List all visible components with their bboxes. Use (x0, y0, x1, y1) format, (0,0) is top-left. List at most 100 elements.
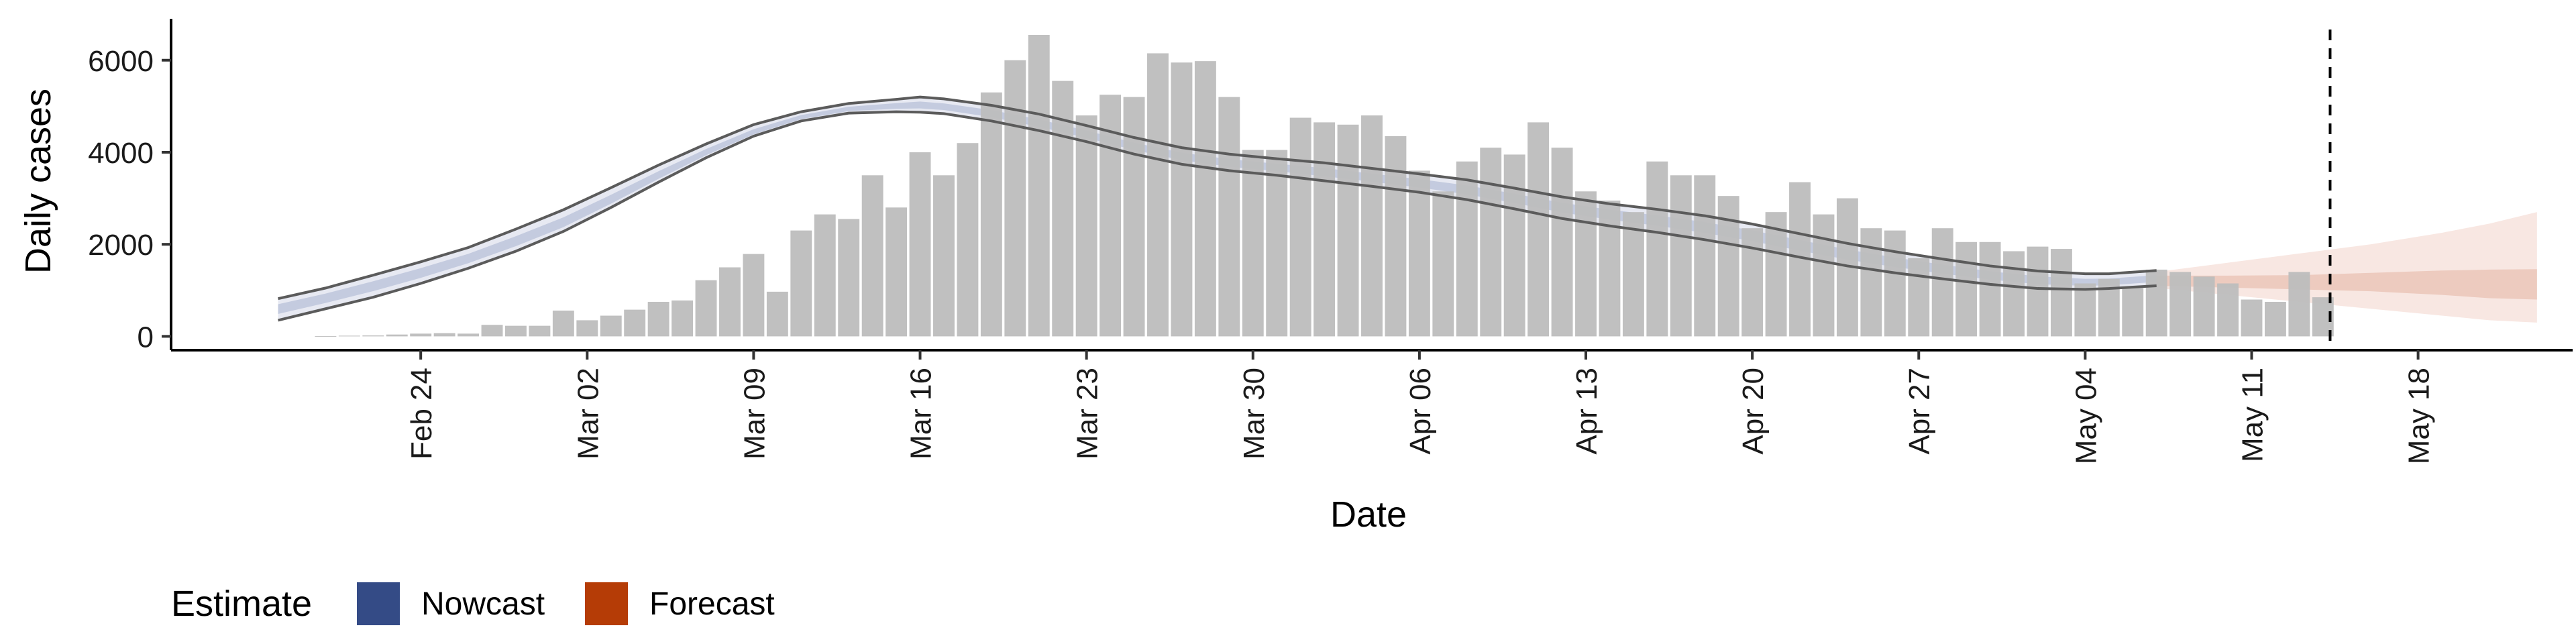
bar (1361, 115, 1383, 337)
bar (576, 320, 598, 337)
bar (743, 254, 765, 337)
bar (1313, 122, 1336, 337)
bar (814, 214, 836, 337)
bar (1075, 115, 1097, 337)
bar (1099, 95, 1122, 337)
bar (1622, 212, 1644, 337)
bar (980, 92, 1002, 337)
bars (315, 35, 2334, 337)
bar (2027, 246, 2049, 337)
bar (1527, 122, 1550, 337)
bar (1052, 80, 1074, 337)
x-ticks: Feb 24 Mar 02 Mar 09 Mar 16 Mar 23 Mar 30 Apr … (405, 350, 2436, 464)
legend: Estimate Nowcast Forecast (171, 582, 775, 625)
bar (1884, 230, 1906, 337)
x-tick-label: May 04 (2070, 368, 2102, 464)
bar (362, 335, 384, 337)
estimate-bands (278, 97, 2537, 323)
bar (719, 267, 741, 337)
bar (1028, 35, 1050, 337)
x-tick-label: May 11 (2236, 368, 2269, 462)
legend-label-nowcast: Nowcast (421, 586, 545, 622)
bar (624, 309, 646, 337)
bar (1931, 228, 1953, 337)
bar (2264, 301, 2286, 337)
bar (838, 219, 860, 337)
nowcast-upper-line (278, 95, 2157, 301)
y-ticks: 0 2000 4000 6000 (88, 45, 171, 354)
x-tick-label: Mar 30 (1238, 368, 1271, 460)
bar (1503, 154, 1525, 337)
x-tick-label: Mar 09 (738, 368, 771, 460)
x-tick-label: Mar 23 (1071, 368, 1104, 460)
bar (600, 315, 622, 337)
x-tick-label: Feb 24 (405, 368, 438, 460)
y-tick-label: 6000 (88, 45, 154, 78)
bar (410, 333, 432, 337)
legend-key-nowcast (357, 582, 400, 625)
bar (2122, 288, 2144, 337)
y-tick-label: 4000 (88, 137, 154, 170)
bar (2169, 272, 2192, 337)
bar (1337, 124, 1359, 337)
bar (2288, 272, 2310, 337)
bar (1979, 241, 2001, 337)
bar (1908, 258, 1930, 337)
bar (2050, 249, 2072, 337)
y-tick-label: 2000 (88, 229, 154, 262)
bar (933, 175, 955, 337)
bar (1218, 97, 1240, 337)
legend-key-forecast (585, 582, 628, 625)
bar (1171, 62, 1193, 337)
legend-label-forecast: Forecast (649, 586, 775, 622)
nowcast-lower-line (278, 110, 2157, 322)
bar (1575, 191, 1597, 337)
x-tick-label: Apr 06 (1404, 368, 1437, 455)
bar (1147, 53, 1169, 337)
bar (1408, 170, 1430, 337)
bar (1765, 212, 1787, 337)
bar (505, 325, 527, 337)
bar (338, 335, 360, 337)
bar (458, 333, 480, 337)
x-tick-label: Apr 13 (1570, 368, 1603, 455)
y-tick-label: 0 (138, 321, 154, 354)
bar (1432, 191, 1454, 337)
bar (1551, 148, 1573, 337)
forecast-band-outer (2156, 212, 2537, 323)
bar (386, 334, 408, 337)
bar (2241, 299, 2263, 337)
x-tick-label: Mar 16 (905, 368, 938, 460)
bar (1456, 161, 1478, 337)
bar (1813, 214, 1835, 337)
bar (1480, 148, 1502, 337)
bar (529, 325, 551, 337)
bar (861, 175, 883, 337)
bar (1717, 196, 1739, 337)
x-tick-label: Apr 20 (1737, 368, 1770, 455)
bar (885, 207, 908, 337)
bar (433, 333, 455, 337)
bar (2003, 251, 2025, 337)
bar (2145, 269, 2167, 337)
estimate-lines (278, 30, 2332, 343)
bar (1694, 175, 1716, 337)
bar (1955, 241, 1978, 337)
bar (1289, 117, 1311, 337)
x-axis-title: Date (1330, 494, 1407, 535)
bar (2217, 283, 2239, 337)
bar (481, 325, 503, 337)
axes (170, 19, 2573, 352)
bar (1266, 150, 1288, 337)
legend-title: Estimate (171, 584, 312, 624)
x-tick-label: May 18 (2403, 368, 2436, 464)
bar (1646, 161, 1668, 337)
bar (1385, 136, 1407, 337)
y-axis-title: Daily cases (18, 89, 58, 274)
bar (315, 336, 337, 337)
bar (647, 301, 669, 337)
bar (790, 230, 812, 337)
x-tick-label: Mar 02 (572, 368, 604, 460)
bar (1194, 61, 1216, 337)
